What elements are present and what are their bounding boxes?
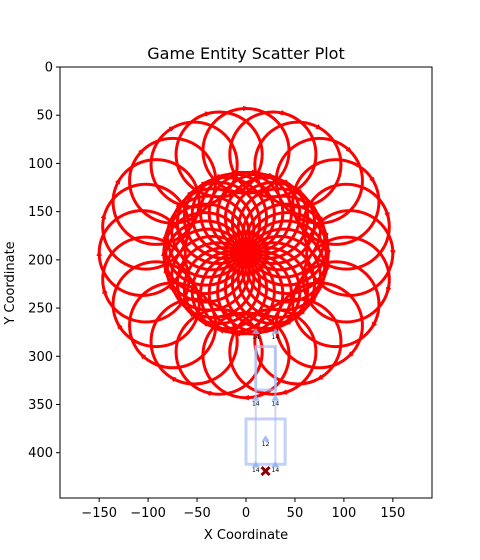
entity-marker: 12 [261, 435, 270, 448]
entity-marker: 14 [271, 328, 280, 341]
spiral-ring [216, 172, 302, 257]
spiral-arrowhead [384, 212, 390, 220]
entity-arrow [261, 435, 270, 442]
y-tick-label: 100 [28, 157, 53, 172]
spiral-arrowhead [280, 389, 288, 395]
spiral-arrowhead [116, 321, 123, 330]
x-tick-label: −150 [81, 506, 117, 521]
entity-marker: 14 [271, 461, 280, 474]
spiral-ring [230, 181, 317, 265]
y-tick-label: 200 [28, 253, 53, 268]
y-tick-label: 150 [28, 205, 53, 220]
spiral-ring [301, 182, 391, 271]
spiral-arrowhead [385, 286, 392, 295]
spiral-arrowhead [138, 147, 145, 155]
target-marker [260, 465, 271, 477]
x-tick-label: 0 [242, 506, 250, 521]
y-tick-label: 50 [36, 109, 53, 124]
spiral-arrowhead [347, 351, 354, 359]
spiral-arrowhead [115, 177, 121, 185]
chart-title: Game Entity Scatter Plot [147, 44, 344, 63]
spiral-arrowhead [280, 110, 288, 116]
x-tick-label: 100 [331, 506, 356, 521]
spiral-ring [111, 158, 201, 246]
spiral-arrowhead [323, 232, 329, 241]
x-tick-label: −50 [183, 506, 210, 521]
spiral-arrowhead [204, 390, 212, 397]
entity-label: 14 [272, 401, 280, 408]
x-axis-title: X Coordinate [204, 528, 288, 543]
spiral-ring [301, 235, 391, 324]
spiral-arrowhead [139, 352, 147, 360]
entity-marker: 14 [251, 461, 260, 474]
entity-arrow [271, 394, 280, 401]
spiral-ring [163, 202, 249, 287]
x-tick-label: 50 [287, 506, 304, 521]
y-tick-label: 250 [28, 302, 53, 317]
entity-arrow [251, 394, 260, 401]
spiral-ring [182, 176, 269, 261]
y-tick-label: 0 [45, 61, 53, 76]
spiral-ring [175, 181, 262, 265]
y-tick-label: 300 [28, 350, 53, 365]
spiral-arrowhead [390, 250, 396, 258]
spiral-arrowhead [242, 395, 249, 401]
entity-label: 14 [272, 334, 280, 341]
entity-marker: 14 [271, 394, 280, 408]
spiral-arrowhead [168, 125, 177, 132]
spiral-arrowhead [369, 176, 376, 185]
entity-marker: 14 [251, 394, 260, 408]
spiral-ring [165, 194, 252, 279]
spiral-ring [170, 187, 256, 272]
spiral-pattern [161, 169, 331, 337]
plot-layer: 14 14 14 14 12 14 14 [96, 105, 396, 477]
entity-label: 14 [252, 401, 260, 408]
spiral-ring [101, 235, 191, 324]
entity-arrow [251, 328, 260, 335]
spiral-arrowhead [345, 146, 353, 154]
entity-label: 14 [252, 334, 260, 341]
spiral-ring [291, 260, 381, 349]
x-tick-label: 150 [380, 506, 405, 521]
spiral-arrowhead [315, 374, 324, 381]
spiral-ring [243, 202, 329, 287]
x-tick-label: −100 [130, 506, 166, 521]
entity-arrow [271, 328, 280, 335]
spiral-ring [240, 194, 327, 279]
spiral-ring [236, 187, 322, 272]
spiral-arrowhead [243, 105, 250, 112]
guide-box [244, 417, 287, 466]
spiral-arrowhead [315, 124, 323, 130]
spiral-ring [291, 158, 381, 246]
spiral-ring [111, 260, 201, 349]
spiral-arrowhead [371, 321, 377, 329]
spiral-ring [223, 176, 310, 261]
spiral-arrowhead [96, 249, 102, 257]
spiral-arrowhead [169, 376, 177, 383]
entity-arrow [271, 461, 280, 468]
entity-label: 12 [262, 441, 270, 448]
entity-label: 14 [272, 467, 280, 474]
spiral-arrowhead [100, 211, 107, 220]
y-tick-label: 400 [28, 446, 53, 461]
spiral-arrowhead [102, 286, 108, 295]
y-axis: 0 50 100 150 200 250 300 350 400 [28, 61, 60, 461]
entity-arrow [251, 461, 260, 468]
entity-marker: 14 [251, 328, 260, 341]
spiral-ring [101, 182, 191, 271]
spiral-arrowhead [204, 111, 212, 117]
y-tick-label: 350 [28, 398, 53, 413]
entity-label: 14 [252, 467, 260, 474]
y-axis-title: Y Coordinate [3, 241, 18, 325]
target-stroke [260, 465, 271, 477]
x-axis: −150 −100 −50 0 50 100 150 [81, 498, 405, 521]
